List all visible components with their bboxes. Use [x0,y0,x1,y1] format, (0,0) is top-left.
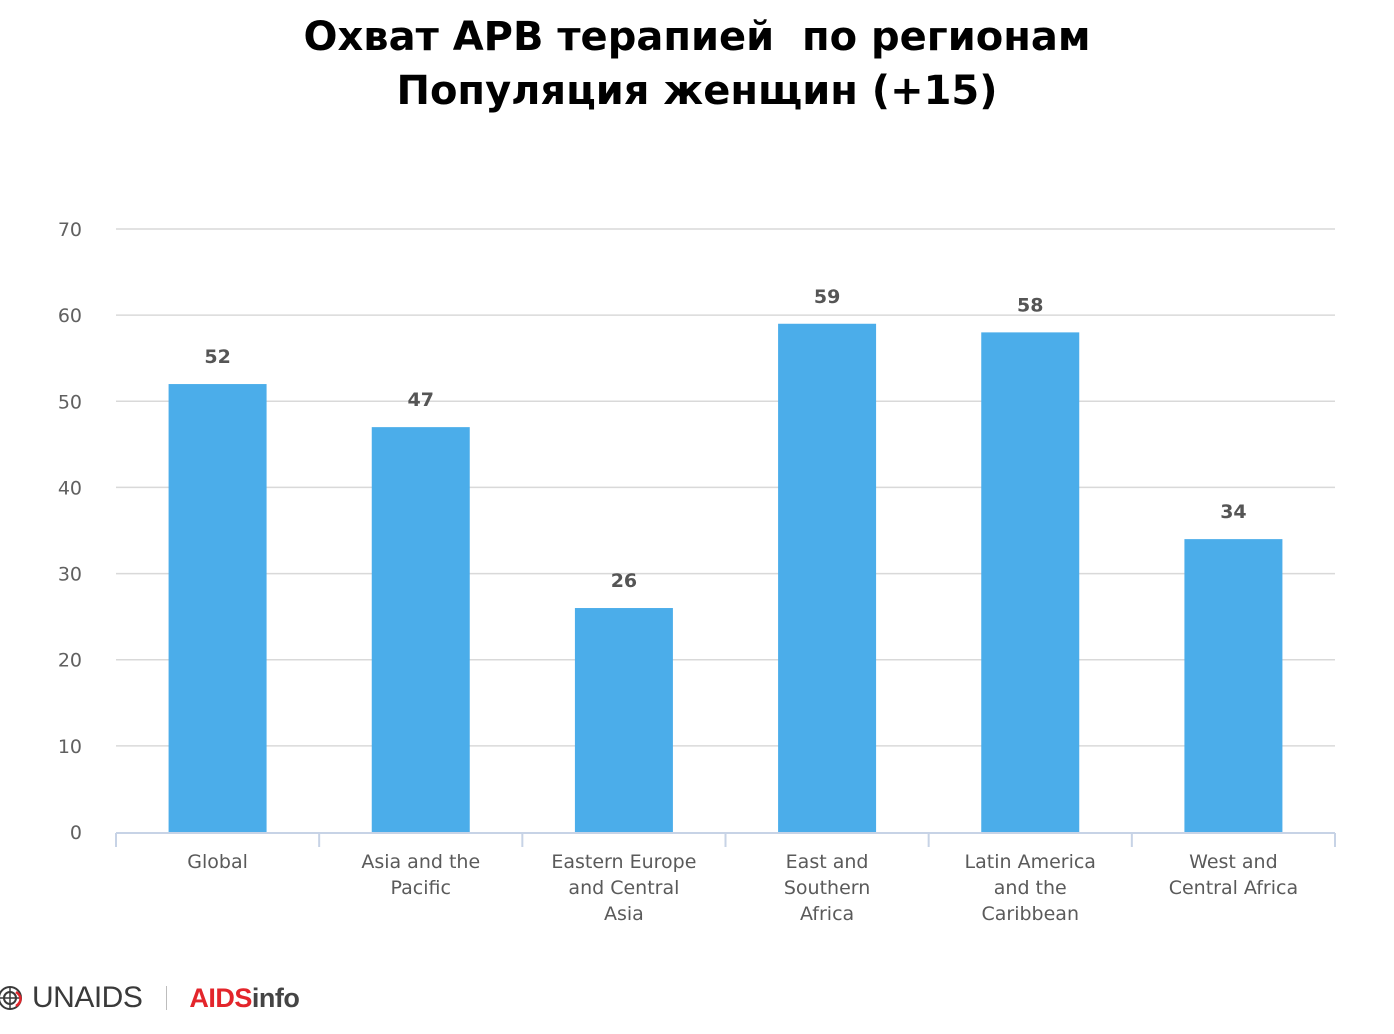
x-tick-label-line: West and [1189,851,1278,873]
x-tick-label-line: Asia [604,903,644,925]
data-label: 26 [611,570,637,592]
x-tick-label-line: and the [994,877,1067,899]
x-tick-label: Asia and the Pacific [361,851,480,899]
x-tick-label: Latin America and the Caribbean [965,851,1096,925]
chart-title-line1: Охват АРВ терапией по регионам [303,14,1091,60]
bar [574,608,673,832]
data-label: 59 [814,286,840,308]
x-tick-label: West and Central Africa [1169,851,1298,899]
unaids-emblem-icon [0,986,22,1010]
chart-title: Охват АРВ терапией по регионам Популяция… [0,10,1394,118]
x-tick-label-line: Southern [784,877,870,899]
data-label: 34 [1220,501,1246,523]
bar [168,384,267,832]
x-tick-label-line: and Central [568,877,679,899]
y-tick-label: 60 [58,305,82,327]
unaids-logo-text: UNAIDS [32,981,143,1014]
x-tick-label-line: Global [187,851,248,873]
bar [371,427,470,832]
y-tick-label: 0 [70,822,82,844]
aidsinfo-logo: AIDSinfo [189,982,300,1014]
y-tick-label: 10 [58,736,82,758]
chart-title-line2: Популяция женщин (+15) [396,68,998,114]
x-tick-label: East and Southern Africa [784,851,870,925]
x-tick-label-line: Latin America [965,851,1096,873]
x-tick-label-line: Eastern Europe [551,851,696,873]
y-tick-label: 70 [58,219,82,241]
data-label: 47 [408,389,434,411]
y-tick-label: 50 [58,391,82,413]
y-tick-label: 20 [58,650,82,672]
bar [981,332,1080,832]
aidsinfo-logo-part2: info [251,982,300,1013]
x-tick-label: Global [187,851,248,873]
x-tick-label: Eastern Europe and Central Asia [551,851,696,925]
y-tick-label: 30 [58,564,82,586]
y-tick-label: 40 [58,477,82,499]
x-tick-label-line: East and [786,851,869,873]
aidsinfo-logo-part1: AIDS [189,982,252,1013]
footer-divider [166,986,168,1010]
unaids-logo: UNAIDS [0,981,143,1015]
data-label: 52 [204,346,230,368]
x-tick-label-line: Caribbean [982,903,1080,925]
data-label: 58 [1017,294,1043,316]
x-tick-label-line: Africa [800,903,854,925]
bar [778,323,877,832]
x-tick-label-line: Pacific [391,877,451,899]
x-tick-label-line: Asia and the [361,851,480,873]
bar-chart: 0 10 20 30 40 50 60 70 52 Global 47 Asia and the Pa… [58,219,1336,925]
footer: UNAIDS AIDSinfo [0,978,300,1018]
x-tick-label-line: Central Africa [1169,877,1298,899]
bar [1184,539,1283,832]
